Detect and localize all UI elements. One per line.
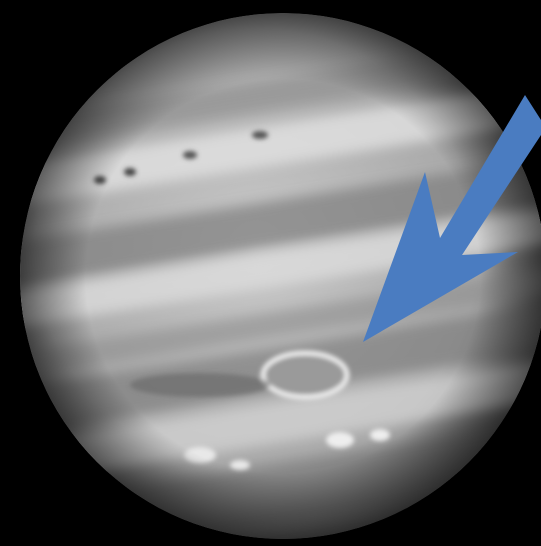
limb-darkening: [20, 13, 541, 539]
arrow: [363, 95, 541, 342]
